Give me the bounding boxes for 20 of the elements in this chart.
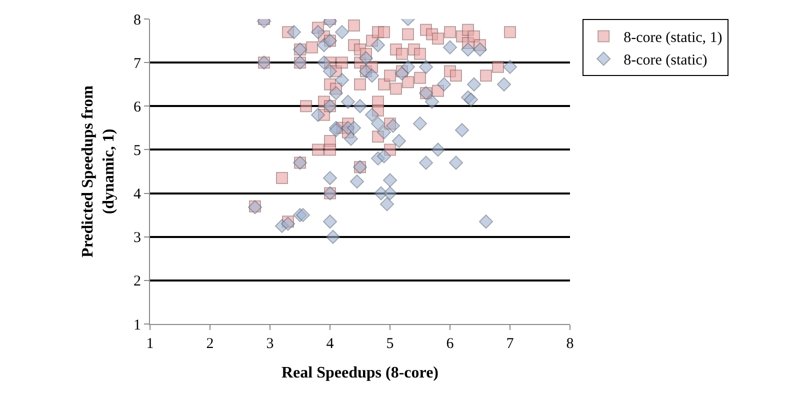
y-tick-label: 2 bbox=[134, 274, 141, 290]
y-axis-title: Predicted Speedups from (dynamic, 1) bbox=[80, 84, 118, 258]
x-tick-label: 2 bbox=[206, 336, 214, 352]
y-tick-label: 3 bbox=[134, 230, 141, 246]
y-tick-label: 4 bbox=[134, 186, 142, 203]
x-axis-title: Real Speedups (8-core) bbox=[281, 364, 439, 382]
x-tick-label: 5 bbox=[386, 336, 394, 352]
y-tick-label: 8 bbox=[134, 12, 141, 28]
x-tick-label: 3 bbox=[266, 336, 274, 352]
y-tick-label: 1 bbox=[134, 317, 141, 334]
x-tick-label: 4 bbox=[326, 336, 334, 352]
y-tick-label: 6 bbox=[134, 99, 142, 116]
x-tick-label: 6 bbox=[446, 336, 454, 352]
y-tick-label: 7 bbox=[134, 56, 142, 72]
x-tick-label: 7 bbox=[506, 336, 514, 352]
x-tick-label: 8 bbox=[566, 336, 574, 352]
y-tick-label: 5 bbox=[134, 142, 141, 159]
legend-label: 8-core (static, 1) bbox=[624, 30, 722, 46]
legend-label: 8-core (static) bbox=[624, 52, 708, 69]
x-tick-label: 1 bbox=[146, 336, 154, 352]
